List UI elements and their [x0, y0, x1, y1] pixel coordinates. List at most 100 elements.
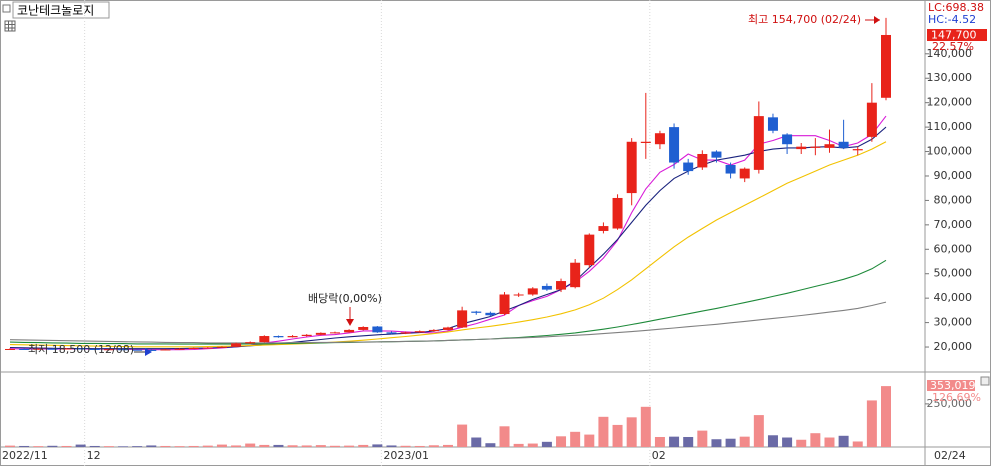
y-tick-label: 100,000 — [927, 145, 973, 158]
volume-bar — [245, 443, 256, 447]
candle-body — [527, 288, 538, 295]
volume-bar — [457, 424, 468, 447]
candle-body — [838, 141, 849, 148]
candle-body — [683, 162, 694, 172]
candle-body — [202, 347, 213, 349]
volume-bar — [796, 439, 807, 447]
volume-bar — [414, 445, 425, 447]
candle-body — [315, 332, 326, 335]
volume-bar — [767, 435, 778, 447]
volume-bar — [273, 444, 284, 447]
volume-bar — [810, 433, 821, 447]
low-annotation: 최저 18,500 (12/08) — [28, 343, 134, 356]
candle-body — [61, 348, 72, 350]
high-annotation: 최고 154,700 (02/24) — [748, 13, 861, 26]
volume-bar — [584, 434, 595, 447]
candle-body — [5, 348, 15, 350]
volume-bar — [19, 445, 30, 447]
grid-button[interactable] — [4, 20, 16, 32]
candle-body — [75, 348, 86, 350]
y-tick-label: 40,000 — [934, 291, 973, 304]
current-price: 147,700 — [931, 29, 977, 42]
y-tick-label: 60,000 — [934, 242, 973, 255]
candle-body — [358, 326, 369, 330]
candle-body — [753, 116, 764, 170]
volume-bar — [725, 438, 736, 447]
volume-bar — [753, 415, 764, 447]
volume-bar — [654, 436, 665, 447]
volume-bar — [881, 386, 891, 447]
volume-bar — [33, 446, 44, 447]
ma-line — [9, 115, 887, 351]
volume-bar — [61, 445, 72, 447]
candle-body — [852, 149, 863, 151]
candle-body — [598, 226, 609, 231]
candle-body — [612, 197, 623, 229]
volume-bar — [301, 445, 312, 447]
volume-bar — [315, 445, 326, 447]
volume-bar — [344, 445, 355, 447]
candle-body — [33, 348, 44, 350]
volume-bar — [527, 443, 538, 447]
candle-body — [160, 349, 171, 351]
volume-bar — [329, 445, 340, 447]
volume-bar — [443, 444, 453, 447]
candle-body — [584, 234, 595, 266]
lc-label: LC:698.38 — [928, 1, 984, 14]
candle-body — [739, 168, 750, 179]
candle-body — [669, 127, 680, 163]
ma-line — [9, 141, 887, 348]
volume-bar — [570, 431, 581, 447]
candle-body — [216, 346, 227, 348]
y-tick-label: 90,000 — [934, 169, 973, 182]
volume-bar — [188, 445, 199, 447]
candle-body — [697, 153, 708, 168]
volume-bar — [640, 406, 651, 447]
candle-body — [47, 348, 58, 350]
volume-bar — [231, 445, 242, 447]
x-tick-label: 2022/11 — [2, 449, 48, 462]
volume-bar — [838, 435, 849, 447]
volume-bar — [75, 444, 86, 447]
candle-body — [89, 348, 100, 350]
y-tick-label: 140,000 — [927, 47, 973, 60]
current-change: 22.57% — [932, 40, 974, 53]
volume-bar — [683, 436, 694, 447]
y-tick-label: 120,000 — [927, 96, 973, 109]
candle-body — [499, 294, 510, 315]
volume-bar — [5, 445, 15, 447]
volume-bar — [598, 416, 609, 447]
y-tick-label: 110,000 — [927, 120, 973, 133]
volume-bar — [739, 436, 750, 447]
candle-body — [570, 262, 581, 288]
candle-body — [329, 332, 340, 334]
volume-bar — [287, 445, 298, 447]
menu-button[interactable] — [2, 4, 11, 13]
candle-body — [174, 348, 185, 350]
candle-body — [132, 349, 143, 351]
volume-bar — [852, 441, 863, 447]
candle-body — [344, 329, 355, 333]
y-tick-label: 130,000 — [927, 71, 973, 84]
volume-bar — [400, 445, 411, 447]
y-tick-label: 50,000 — [934, 267, 973, 280]
y-tick-label: 70,000 — [934, 218, 973, 231]
candle-body — [824, 144, 835, 148]
candle-body — [188, 348, 199, 350]
ma-line — [9, 301, 887, 344]
candle-body — [19, 348, 30, 350]
volume-bar — [669, 436, 680, 447]
volume-bar — [485, 443, 496, 447]
candle-body — [782, 134, 793, 145]
candle-body — [400, 332, 411, 334]
volume-bar — [118, 446, 129, 447]
volume-bar — [202, 445, 213, 447]
volume-bar — [499, 426, 510, 447]
candle-body — [881, 34, 891, 98]
panel-button[interactable] — [980, 376, 990, 386]
volume-bar — [782, 437, 793, 447]
volume-bar — [513, 443, 524, 447]
grid-icon — [5, 21, 15, 31]
annotation-arrowhead — [874, 16, 880, 24]
